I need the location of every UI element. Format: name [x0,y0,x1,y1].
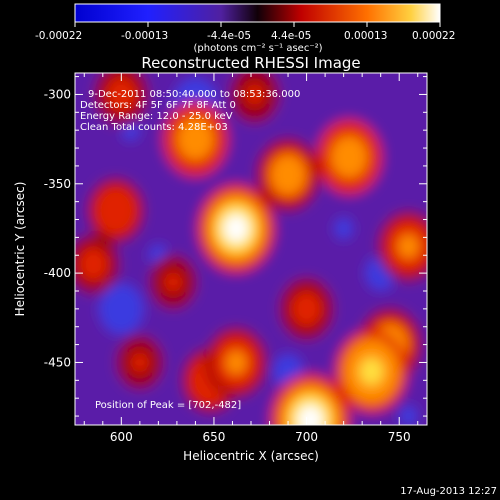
time-range-annotation: 9-Dec-2011 08:50:40.000 to 08:53:36.000 [88,89,300,100]
detectors-annotation: Detectors: 4F 5F 6F 7F 8F Att 0 [80,100,236,111]
colorbar-tick-label: 0.00022 [412,30,455,42]
y-tick-label: -400 [44,266,71,280]
source-contour [105,199,126,223]
emission-source [149,255,197,310]
source-contour [409,120,427,140]
emission-source [87,178,144,243]
source-contour [277,162,299,188]
source-contour [296,297,317,321]
emission-source [230,73,280,123]
x-tick-label: 600 [110,430,133,444]
emission-source [377,211,427,282]
emission-source [279,277,334,340]
heatmap-image [75,73,427,425]
y-tick-label: -450 [44,355,71,369]
x-axis-ticks [83,73,419,425]
emission-source [334,329,408,414]
generation-timestamp: 17-Aug-2013 12:27 [400,486,497,497]
colorbar-tick-label: -4.4e-05 [207,30,251,42]
colorbar [74,3,441,23]
y-axis-ticks [75,76,427,417]
x-axis-label: Heliocentric X (arcsec) [183,449,319,463]
source-contour [130,352,149,373]
source-contour [121,119,140,141]
emission-source [316,119,383,195]
chart-title: Reconstructed RHESSI Image [141,54,360,72]
colorbar-tick-label: -0.00013 [121,30,168,42]
negative-region [318,200,369,257]
source-contour [397,234,420,259]
x-tick-label: 650 [202,430,225,444]
source-contour [359,357,384,386]
source-contour [337,144,361,170]
emission-source [116,335,164,390]
emission-source [75,234,120,294]
source-contour [84,253,103,276]
colorbar-tick-label: 0.00013 [344,30,387,42]
source-contour [245,83,264,105]
source-contour [184,126,207,153]
emission-source [270,373,351,425]
negative-region [396,105,427,155]
source-contour [297,404,324,425]
colorbar-ticks [74,22,441,27]
y-tick-label: -350 [44,177,71,191]
source-contour [164,271,183,293]
y-axis-label: Heliocentric Y (arcsec) [13,182,27,317]
source-contour [111,83,132,106]
x-tick-label: 700 [295,430,318,444]
energy-range-annotation: Energy Range: 12.0 - 25.0 keV [80,111,233,122]
emission-source [205,327,267,398]
source-contour [278,360,298,383]
emission-source [197,183,275,274]
source-contour [225,350,247,375]
emission-source [94,73,149,126]
source-contour [111,297,132,321]
source-contour [399,405,418,425]
negative-region [93,276,150,342]
colorbar-tick-label: -0.00022 [35,30,82,42]
x-tick-label: 750 [388,430,411,444]
source-contour [334,217,353,239]
colorbar-units: (photons cm⁻² s⁻¹ asec⁻²) [193,43,322,54]
source-contour [223,213,249,244]
colorbar-tick-label: 4.4e-05 [271,30,311,42]
emission-source [162,101,229,177]
peak-position-annotation: Position of Peak = [702,-482] [95,400,241,411]
clean-counts-annotation: Clean Total counts: 4.28E+03 [80,122,228,133]
emission-source [256,138,320,212]
y-tick-label: -300 [44,87,71,101]
